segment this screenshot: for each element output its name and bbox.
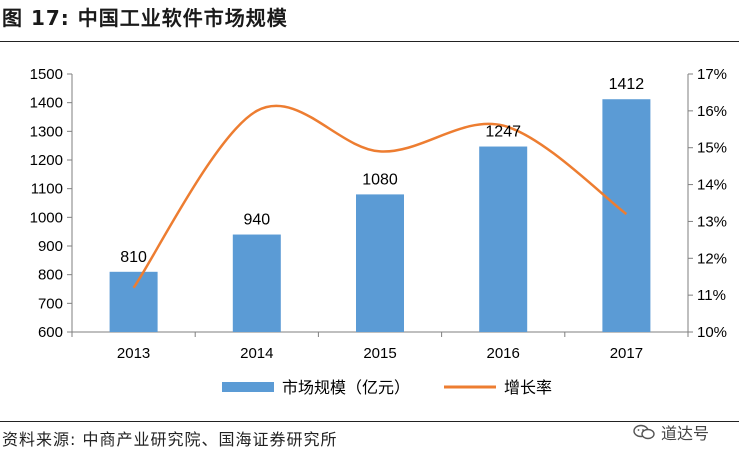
chart-title: 图 17: 中国工业软件市场规模 bbox=[2, 6, 288, 30]
legend-bar-swatch bbox=[222, 382, 274, 392]
legend: 市场规模（亿元） 增长率 bbox=[222, 379, 552, 397]
data-labels: 810 940 1080 1247 1412 bbox=[120, 76, 644, 266]
bar-data-label: 940 bbox=[243, 212, 270, 229]
y-right-tick-label: 16% bbox=[697, 103, 727, 120]
source-note: 资料来源: 中商产业研究院、国海证券研究所 bbox=[2, 430, 338, 449]
bar bbox=[479, 146, 528, 332]
bar-data-label: 810 bbox=[120, 249, 147, 266]
y-left-tick-label: 800 bbox=[38, 267, 63, 284]
bar-data-label: 1412 bbox=[609, 76, 645, 93]
x-tick-label: 2013 bbox=[117, 345, 150, 362]
y-right-tick-label: 11% bbox=[697, 287, 726, 304]
watermark-text: 道达号 bbox=[661, 424, 710, 443]
line-series bbox=[132, 104, 628, 289]
x-tick-label: 2017 bbox=[610, 345, 643, 362]
bar bbox=[602, 99, 651, 332]
x-tick-label: 2015 bbox=[363, 345, 396, 362]
axes: 600 700 800 900 1000 1100 1200 1300 1400 1500 10% 1… bbox=[30, 66, 727, 362]
y-right-tick-label: 17% bbox=[697, 66, 727, 83]
bar-series bbox=[109, 99, 651, 332]
y-left-tick-label: 1100 bbox=[31, 181, 63, 198]
growth-rate-line bbox=[132, 104, 628, 289]
bar bbox=[356, 194, 404, 332]
wechat-icon bbox=[633, 424, 655, 440]
bar-data-label: 1080 bbox=[362, 171, 398, 188]
bar bbox=[109, 271, 158, 332]
bar-data-label: 1247 bbox=[485, 124, 521, 141]
y-left-tick-label: 700 bbox=[38, 295, 63, 312]
y-right-tick-label: 13% bbox=[697, 213, 727, 230]
y-left-tick-label: 1500 bbox=[30, 66, 63, 83]
watermark: 道达号 bbox=[633, 421, 709, 443]
y-left-tick-label: 1300 bbox=[30, 123, 63, 140]
y-left-tick-label: 1200 bbox=[30, 152, 63, 169]
y-left-tick-label: 1000 bbox=[30, 209, 63, 226]
x-tick-label: 2016 bbox=[487, 345, 520, 362]
title-divider bbox=[0, 41, 739, 42]
legend-bar-label: 市场规模（亿元） bbox=[282, 379, 410, 397]
y-left-tick-label: 600 bbox=[38, 324, 63, 341]
footer-divider bbox=[0, 421, 739, 422]
y-right-tick-label: 12% bbox=[697, 250, 727, 267]
y-right-tick-label: 10% bbox=[697, 324, 727, 341]
y-left-tick-label: 900 bbox=[38, 238, 63, 255]
legend-line-label: 增长率 bbox=[504, 379, 552, 397]
y-right-tick-label: 15% bbox=[697, 140, 727, 157]
chart-area: 600 700 800 900 1000 1100 1200 1300 1400 1500 10% 1… bbox=[30, 66, 727, 397]
bar bbox=[232, 234, 281, 332]
x-tick-label: 2014 bbox=[240, 345, 273, 362]
y-left-tick-label: 1400 bbox=[30, 95, 63, 112]
y-right-tick-label: 14% bbox=[697, 177, 727, 194]
